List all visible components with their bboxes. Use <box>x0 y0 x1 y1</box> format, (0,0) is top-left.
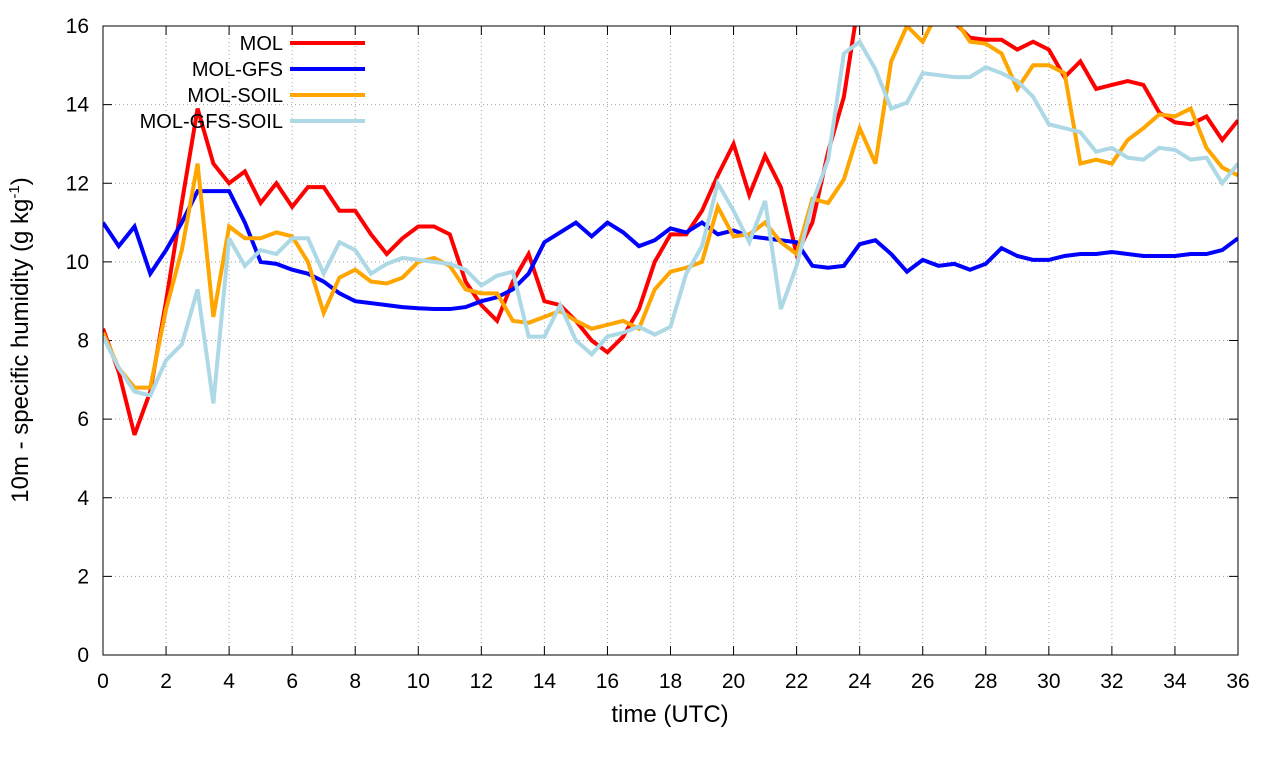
y-tick-label: 8 <box>77 330 89 353</box>
x-tick-label: 6 <box>286 670 298 693</box>
y-axis-title: 10m - specific humidity (g kg-1) <box>6 177 34 502</box>
x-tick-label: 34 <box>1163 670 1187 693</box>
y-axis-title-sup: -1 <box>6 185 23 198</box>
legend-label: MOL-GFS <box>192 59 283 81</box>
y-tick-label: 12 <box>66 172 89 195</box>
x-tick-label: 26 <box>911 670 934 693</box>
y-tick-label: 4 <box>77 487 89 510</box>
plot-frame <box>102 25 1239 656</box>
x-axis-title: time (UTC) <box>611 701 728 728</box>
x-tick-label: 28 <box>974 670 997 693</box>
x-tick-label: 2 <box>160 670 172 693</box>
x-tick-label: 22 <box>785 670 808 693</box>
x-tick-label: 10 <box>407 670 430 693</box>
x-tick-label: 4 <box>223 670 235 693</box>
series-line <box>103 38 1238 404</box>
x-tick-label: 16 <box>596 670 619 693</box>
x-tick-label: 12 <box>470 670 493 693</box>
y-tick-label: 16 <box>66 15 89 38</box>
y-tick-label: 0 <box>77 644 89 667</box>
x-tick-label: 20 <box>722 670 745 693</box>
legend-label: MOL-GFS-SOIL <box>140 111 283 133</box>
legend-label: MOL <box>240 33 283 55</box>
x-tick-label: 32 <box>1100 670 1123 693</box>
legend-label: MOL-SOIL <box>187 85 283 107</box>
x-tick-label: 30 <box>1037 670 1060 693</box>
series-line <box>103 189 1238 312</box>
x-tick-label: 0 <box>97 670 109 693</box>
x-tick-label: 36 <box>1226 670 1249 693</box>
plot-area <box>103 26 1238 436</box>
y-tick-label: 14 <box>66 94 90 117</box>
x-tick-label: 14 <box>533 670 557 693</box>
y-tick-label: 10 <box>66 251 89 274</box>
y-tick-label: 6 <box>77 408 89 431</box>
series-line <box>103 26 1238 436</box>
x-tick-label: 18 <box>659 670 682 693</box>
y-axis-title-close: ) <box>7 177 34 185</box>
x-tick-label: 24 <box>848 670 872 693</box>
y-tick-label: 2 <box>77 565 89 588</box>
x-tick-label: 8 <box>349 670 361 693</box>
y-axis-title-text: 10m - specific humidity (g kg <box>7 199 34 503</box>
